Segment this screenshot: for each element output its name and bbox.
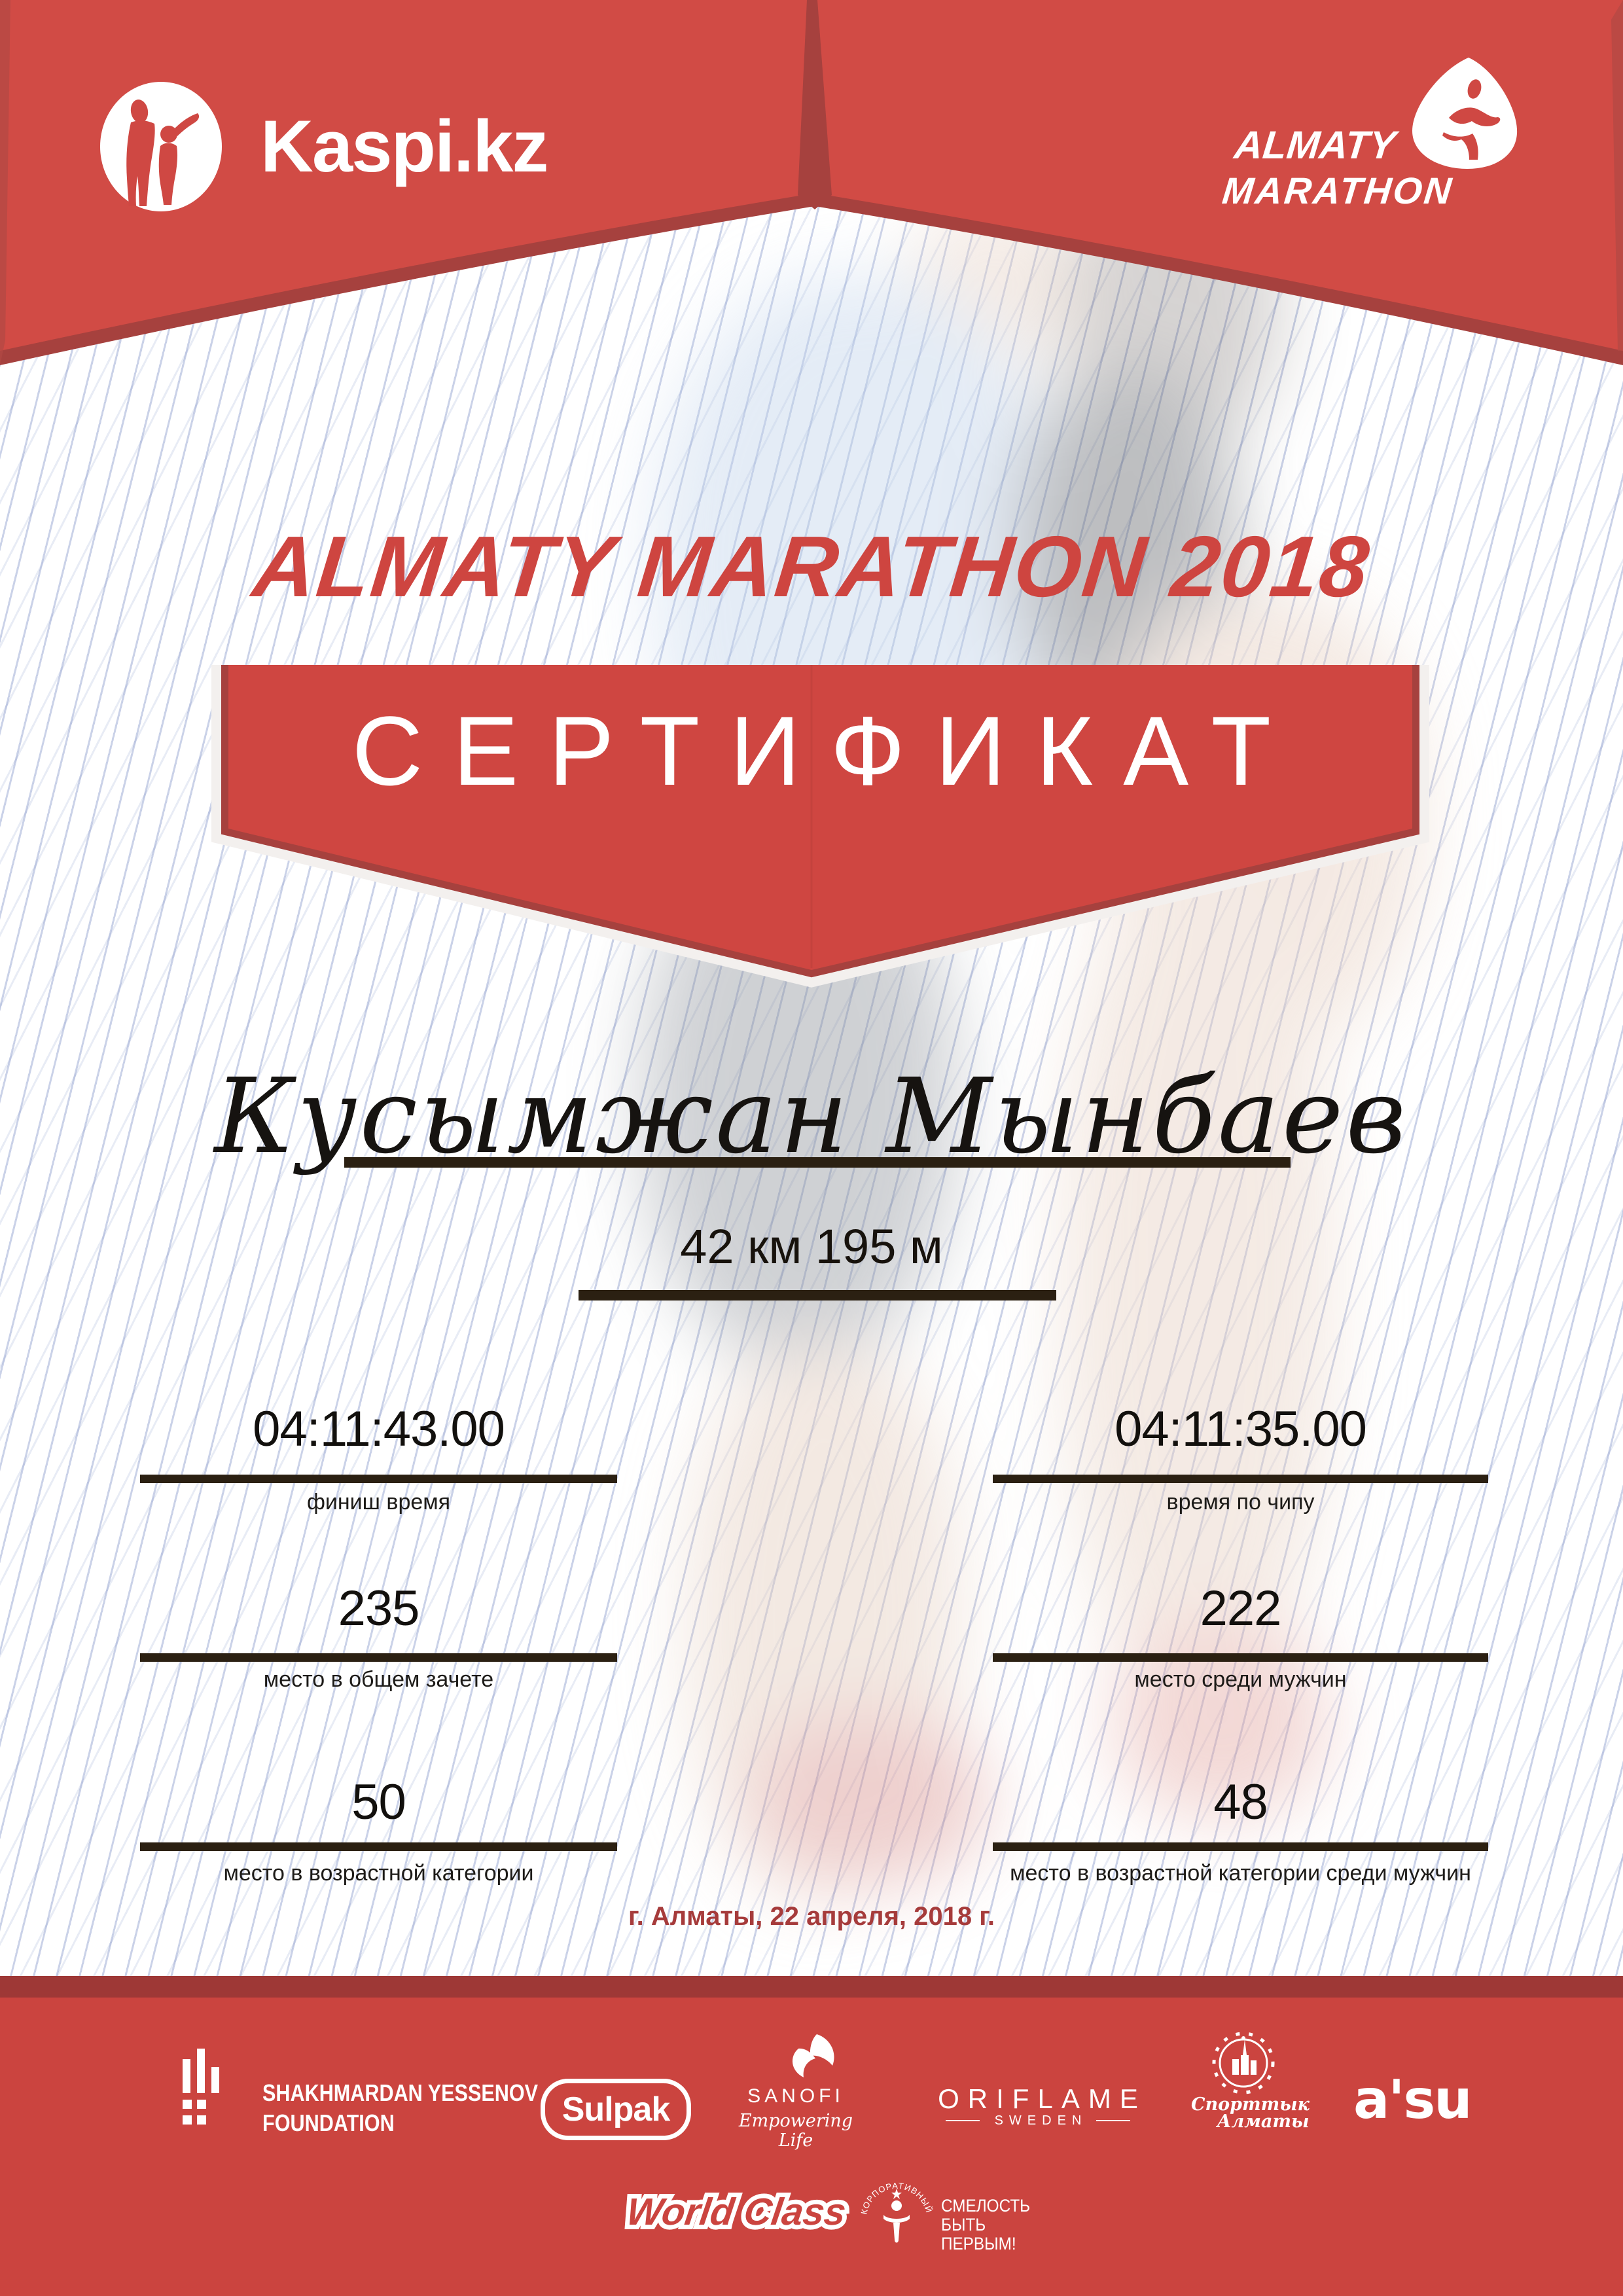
photo-blob — [1060, 851, 1335, 1702]
stat-label-finish-time: финиш время — [306, 1490, 451, 1515]
yessenov-foundation-icon — [183, 2049, 219, 2125]
almaty-marathon-logo-line1: ALMATY — [1232, 123, 1398, 167]
sanofi-tagline: Empowering Life — [738, 2111, 853, 2151]
oriflame-dash — [945, 2120, 980, 2121]
fund-slogan-text: СМЕЛОСТЬ БЫТЬ ПЕРВЫМ! — [941, 2197, 1030, 2253]
stat-label-age-category-men: место в возрастной категории среди мужчи… — [1010, 1861, 1471, 1886]
sanofi-logo-text: SANOFI — [747, 2085, 844, 2107]
almaty-marathon-logo-line2: MARATHON — [1220, 170, 1455, 212]
stat-underline-bar — [993, 1475, 1488, 1483]
oriflame-logo-text: ORIFLAME — [938, 2083, 1147, 2114]
certificate-label: СЕРТИФИКАТ — [351, 696, 1302, 806]
stat-underline-bar — [993, 1653, 1488, 1662]
sportyk-almaty-emblem-icon — [1212, 2032, 1275, 2094]
corporate-fund-icon: КОРПОРАТИВНЫЙ ФОНД — [857, 2172, 934, 2243]
sportyk-almaty-line2: Алматы — [1217, 2111, 1310, 2132]
stat-label-chip-time: время по чипу — [1166, 1490, 1315, 1515]
fund-slogan-line2: БЫТЬ — [941, 2215, 986, 2234]
participant-name: Кусымжан Мынбаев — [214, 1056, 1409, 1177]
stat-label-overall-place: место в общем зачете — [263, 1667, 494, 1692]
footer-dark-band — [0, 1976, 1623, 1998]
certificate-ribbon — [211, 665, 1429, 988]
stat-value-place-among-men: 222 — [1200, 1581, 1282, 1636]
asu-logo-text: a'su — [1353, 2069, 1472, 2131]
stat-underline-bar — [993, 1842, 1488, 1851]
world-class-fill-text: World Class — [624, 2191, 849, 2233]
distance-value: 42 км 195 м — [680, 1219, 943, 1274]
stat-underline-bar — [140, 1842, 617, 1851]
world-class-logo: World Class World Class — [619, 2186, 853, 2246]
yessenov-line1: SHAKHMARDAN YESSENOV — [262, 2079, 539, 2106]
city-date-line: г. Алматы, 22 апреля, 2018 г. — [628, 1902, 995, 1931]
kaspi-logo-text: Kaspi.kz — [260, 105, 548, 187]
yessenov-line2: FOUNDATION — [262, 2109, 395, 2136]
runner-teardrop-icon — [1412, 58, 1518, 169]
name-underline-bar — [344, 1157, 1291, 1168]
yessenov-foundation-text: SHAKHMARDAN YESSENOV FOUNDATION — [262, 2081, 538, 2135]
distance-underline-bar — [579, 1290, 1056, 1300]
stat-label-place-among-men: место среди мужчин — [1134, 1667, 1347, 1692]
page-title: ALMATY MARATHON 2018 — [248, 518, 1375, 615]
sulpak-logo: Sulpak — [541, 2079, 691, 2140]
photo-blob — [753, 1715, 988, 1885]
top-banner — [0, 0, 1623, 365]
oriflame-sweden-text: SWEDEN — [994, 2113, 1088, 2128]
fund-slogan-line3: ПЕРВЫМ! — [941, 2234, 1016, 2253]
stat-value-finish-time: 04:11:43.00 — [253, 1401, 505, 1457]
sportyk-almaty-line1: Спорттык — [1191, 2094, 1310, 2115]
sulpak-logo-text: Sulpak — [562, 2090, 670, 2128]
stat-value-chip-time: 04:11:35.00 — [1115, 1401, 1367, 1457]
stat-value-age-category-men: 48 — [1213, 1774, 1268, 1830]
oriflame-dash — [1096, 2120, 1131, 2121]
photo-blob — [687, 1342, 962, 1898]
stat-label-age-category-place: место в возрастной категории — [223, 1861, 534, 1886]
stat-value-age-category-place: 50 — [351, 1774, 406, 1830]
stat-underline-bar — [140, 1475, 617, 1483]
oriflame-subline: SWEDEN — [916, 2114, 1160, 2127]
fund-slogan-line1: СМЕЛОСТЬ — [941, 2196, 1031, 2215]
sanofi-icon — [792, 2034, 834, 2077]
stat-value-overall-place: 235 — [338, 1581, 420, 1636]
stat-underline-bar — [140, 1653, 617, 1662]
kaspi-logo-icon — [100, 82, 222, 211]
